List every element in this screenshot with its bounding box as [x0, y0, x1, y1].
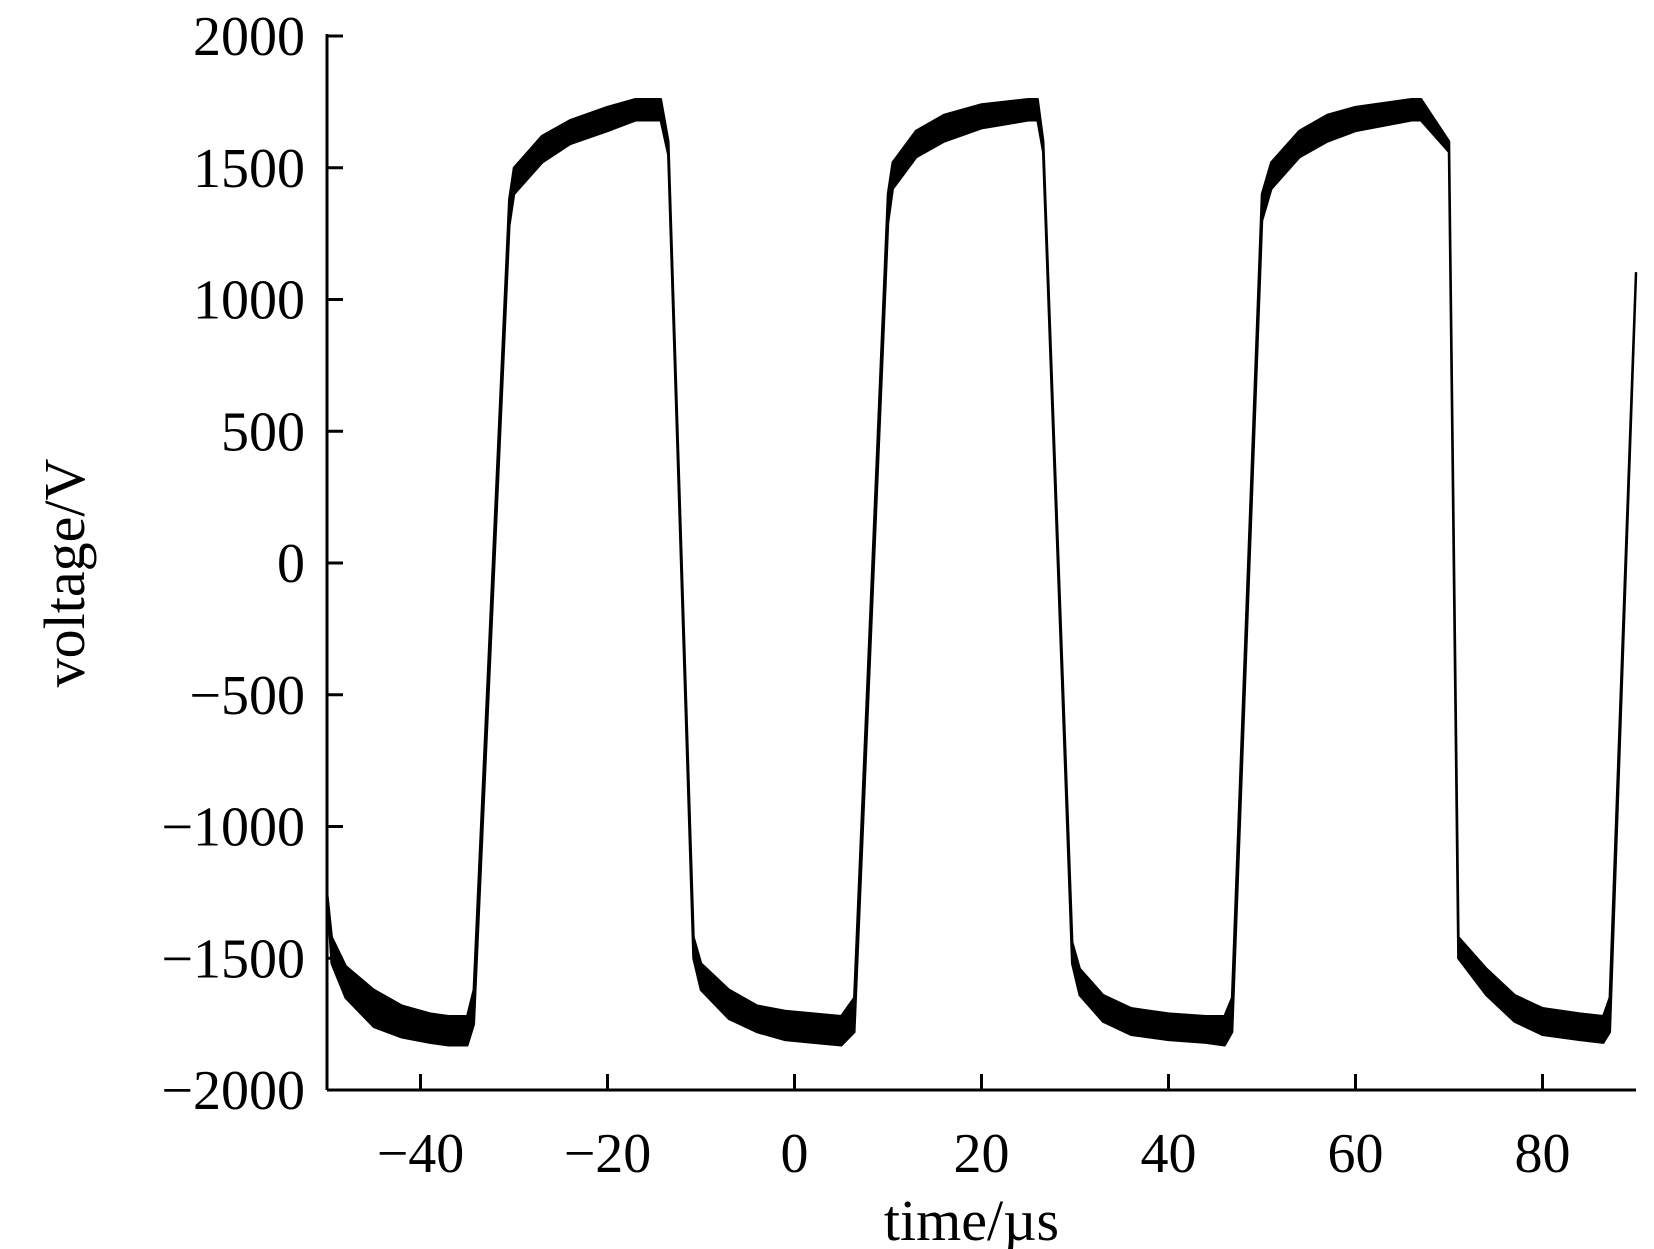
y-tick-label: −1500: [161, 928, 305, 990]
x-ticks: −40 −20 0 20 40 60 80: [377, 1074, 1571, 1185]
y-tick-label: 0: [277, 533, 305, 595]
y-ticks: 2000 1500 1000 500 0 −500 −1000 −1500 −2000: [161, 6, 343, 1122]
y-tick-label: 500: [221, 401, 305, 463]
y-tick-label: −500: [189, 665, 305, 727]
x-tick-label: 40: [1141, 1123, 1197, 1185]
x-axis-label: time/µs: [884, 1188, 1059, 1249]
y-tick-label: −1000: [161, 797, 305, 859]
y-tick-label: −2000: [161, 1060, 305, 1122]
plot-area: [325, 97, 1638, 1047]
y-tick-label: 2000: [193, 6, 305, 68]
x-tick-label: 80: [1515, 1123, 1571, 1185]
x-tick-label: 0: [781, 1123, 809, 1185]
x-tick-label: 60: [1328, 1123, 1384, 1185]
x-tick-label: 20: [954, 1123, 1010, 1185]
x-tick-label: −20: [564, 1123, 652, 1185]
y-axis-label: voltage/V: [32, 459, 97, 688]
voltage-trace: [325, 97, 1638, 1047]
x-tick-label: −40: [377, 1123, 465, 1185]
y-tick-label: 1500: [193, 138, 305, 200]
y-tick-label: 1000: [193, 270, 305, 332]
